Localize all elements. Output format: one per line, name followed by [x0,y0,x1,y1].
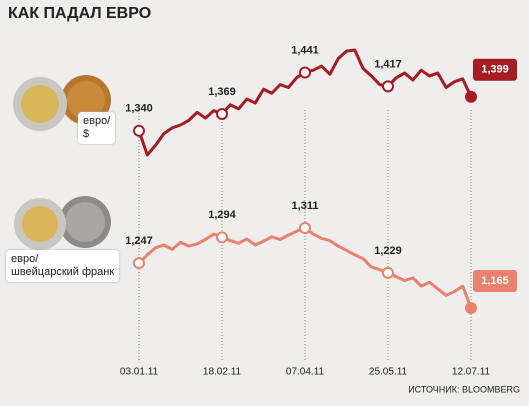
point-marker [133,124,145,137]
x-tick-label: 03.01.11 [120,367,159,378]
point-marker [465,302,477,314]
series-name: евро/ $ [78,112,116,144]
point-marker [299,222,311,234]
point-marker [382,80,394,93]
point-marker [216,108,228,121]
source: ИСТОЧНИК: BLOOMBERG [408,384,520,394]
chart-title: КАК ПАДАЛ ЕВРО [8,5,151,22]
point-marker [299,66,311,79]
point-marker [216,231,228,244]
value-label: 1,441 [291,44,319,56]
x-tick-label: 12.07.11 [452,367,491,378]
x-tick-label: 25.05.11 [369,367,408,378]
value-label: 1,340 [125,103,153,115]
value-label: 1,311 [292,200,319,212]
value-label: 1,247 [125,235,153,247]
point-marker [465,90,477,103]
x-tick-label: 18.02.11 [203,367,242,378]
line [137,48,473,157]
coins-usd [13,75,111,131]
point-marker [133,257,145,270]
value-label: 1,294 [208,209,236,221]
value-label: 1,229 [374,245,402,257]
value-label: 1,165 [481,275,509,287]
coins-chf [14,196,111,250]
x-tick-label: 07.04.11 [286,367,325,378]
value-label: 1,399 [481,64,509,76]
end-label-box [473,58,517,81]
end-label-box [473,270,517,292]
value-label: 1,369 [208,86,236,98]
point-marker [382,266,394,279]
series-name: евро/ швейцарский франк [6,250,120,282]
value-label: 1,417 [374,58,402,70]
